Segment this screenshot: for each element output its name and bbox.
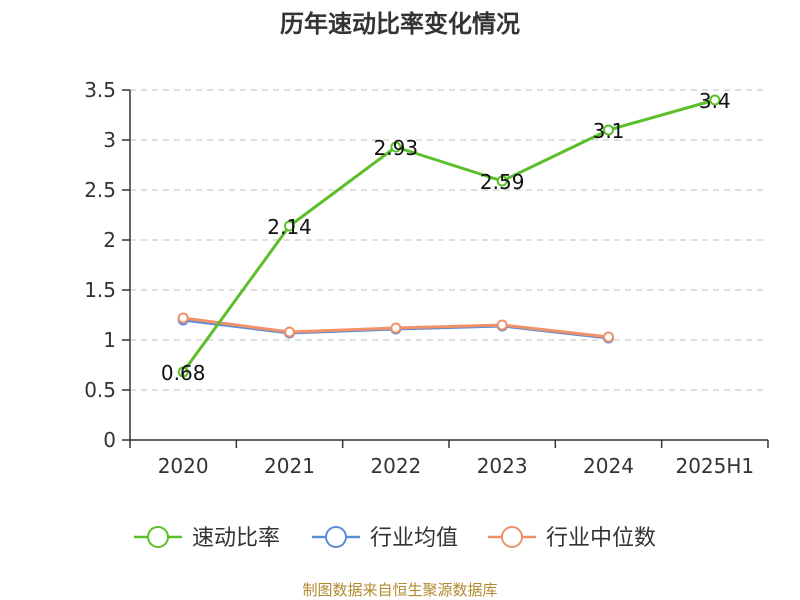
data-label: 2.14 [267,215,312,239]
legend-marker [147,526,169,548]
legend-label: 行业中位数 [546,526,656,551]
grid-lines [130,89,768,391]
x-tick-label: 2025H1 [675,454,754,478]
x-tick-label: 2020 [158,454,209,478]
data-label: 3.4 [699,89,731,113]
data-point [284,326,295,338]
data-point [603,331,614,343]
series-line [181,98,716,373]
data-point [709,94,721,106]
x-tick-label: 2022 [370,454,421,478]
data-point [390,322,402,334]
data-point [390,141,402,153]
legend-label: 速动比率 [192,526,280,551]
data-label: 0.68 [161,361,206,385]
data-label: 2.93 [374,136,419,160]
legend: 速动比率 行业均值 行业中位数 [134,526,656,551]
legend-label: 行业均值 [370,526,458,551]
y-tick-label: 0 [103,428,116,452]
series-layer [177,94,721,378]
data-label: 3.1 [593,119,625,143]
y-tick-label: 3.5 [84,78,116,102]
x-tick-label: 2024 [583,454,634,478]
data-point [496,319,508,331]
data-point [284,220,295,232]
data-point [603,124,614,136]
data-point [496,175,508,187]
y-tick-label: 3 [103,128,116,152]
data-labels: 0.68 2.14 2.93 2.59 3.1 3.4 [161,89,731,385]
chart-title: 历年速动比率变化情况 [280,10,520,38]
data-point [177,366,189,378]
source-note: 制图数据来自恒生聚源数据库 [302,581,497,599]
legend-item[interactable]: 行业中位数 [488,526,656,551]
legend-item[interactable]: 速动比率 [134,526,280,551]
legend-marker [501,526,523,548]
legend-item[interactable]: 行业均值 [312,526,458,551]
x-tick-label: 2023 [477,454,528,478]
y-tick-label: 0.5 [84,378,116,402]
legend-marker [325,526,347,548]
data-label: 2.59 [480,170,525,194]
x-tick-label: 2021 [264,454,315,478]
y-tick-label: 2 [103,228,116,252]
y-tick-label: 1.5 [84,278,116,302]
axes: 0 0.5 1 1.5 2 2.5 3 3.5 2020 2021 2022 2023 2024 2025… [84,78,769,478]
y-tick-label: 2.5 [84,178,116,202]
data-point [177,312,189,324]
y-tick-label: 1 [103,328,116,352]
